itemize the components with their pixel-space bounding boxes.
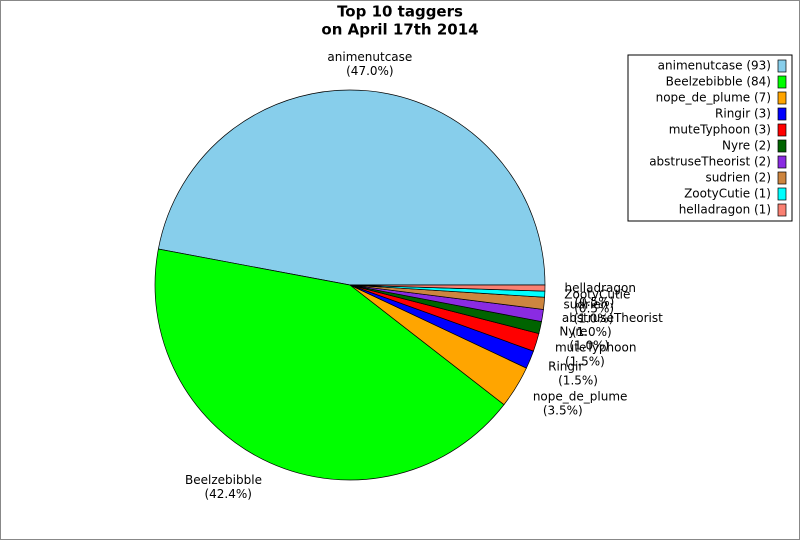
slice-label: helladragon bbox=[564, 281, 635, 295]
slice-percent: (0.5%) bbox=[574, 295, 614, 309]
pie-slice bbox=[154, 248, 505, 481]
legend-swatch bbox=[777, 139, 787, 153]
legend-label: nope_de_plume (7) bbox=[656, 91, 771, 105]
slice-label: Beelzebibble bbox=[185, 473, 262, 487]
legend-swatch bbox=[777, 187, 787, 201]
legend-label: muteTyphoon (3) bbox=[669, 123, 771, 137]
legend-swatch bbox=[777, 91, 787, 105]
legend-swatch bbox=[777, 203, 787, 217]
chart-title: Top 10 taggers bbox=[337, 3, 463, 21]
chart-subtitle: on April 17th 2014 bbox=[321, 21, 478, 39]
slice-label: Nyre bbox=[559, 324, 587, 338]
legend-swatch bbox=[777, 107, 787, 121]
slice-label: abstruseTheorist bbox=[562, 311, 663, 325]
slice-label: animenutcase bbox=[327, 50, 412, 64]
legend-label: Ringir (3) bbox=[715, 107, 771, 121]
legend-label: Beelzebibble (84) bbox=[666, 75, 771, 89]
slice-label: ZootyCutie bbox=[564, 288, 630, 302]
slice-percent: (1.5%) bbox=[558, 374, 598, 388]
slice-percent: (1.0%) bbox=[574, 312, 614, 326]
legend-label: abstruseTheorist (2) bbox=[649, 155, 771, 169]
slice-percent: (1.0%) bbox=[569, 338, 609, 352]
slice-percent: (0.5%) bbox=[574, 302, 614, 316]
legend-label: helladragon (1) bbox=[679, 203, 771, 217]
slice-label: nope_de_plume bbox=[533, 390, 628, 404]
pie-slice bbox=[157, 89, 546, 286]
slice-label: Ringir bbox=[548, 360, 583, 374]
legend-box bbox=[627, 54, 793, 222]
slice-percent: (1.5%) bbox=[565, 355, 605, 369]
slice-percent: (1.0%) bbox=[572, 325, 612, 339]
legend-swatch bbox=[777, 123, 787, 137]
slice-percent: (3.5%) bbox=[543, 404, 583, 418]
legend-swatch bbox=[777, 75, 787, 89]
legend-swatch bbox=[777, 59, 787, 73]
slice-label: sudrien bbox=[564, 298, 609, 312]
legend-label: ZootyCutie (1) bbox=[684, 187, 771, 201]
slice-percent: (47.0%) bbox=[346, 64, 393, 78]
legend-label: Nyre (2) bbox=[722, 139, 771, 153]
slice-percent: (42.4%) bbox=[204, 487, 251, 501]
slice-label: muteTyphoon bbox=[555, 341, 636, 355]
legend-swatch bbox=[777, 155, 787, 169]
pie-slice bbox=[349, 284, 546, 292]
legend-swatch bbox=[777, 171, 787, 185]
legend-label: animenutcase (93) bbox=[658, 59, 771, 73]
legend-label: sudrien (2) bbox=[705, 171, 771, 185]
